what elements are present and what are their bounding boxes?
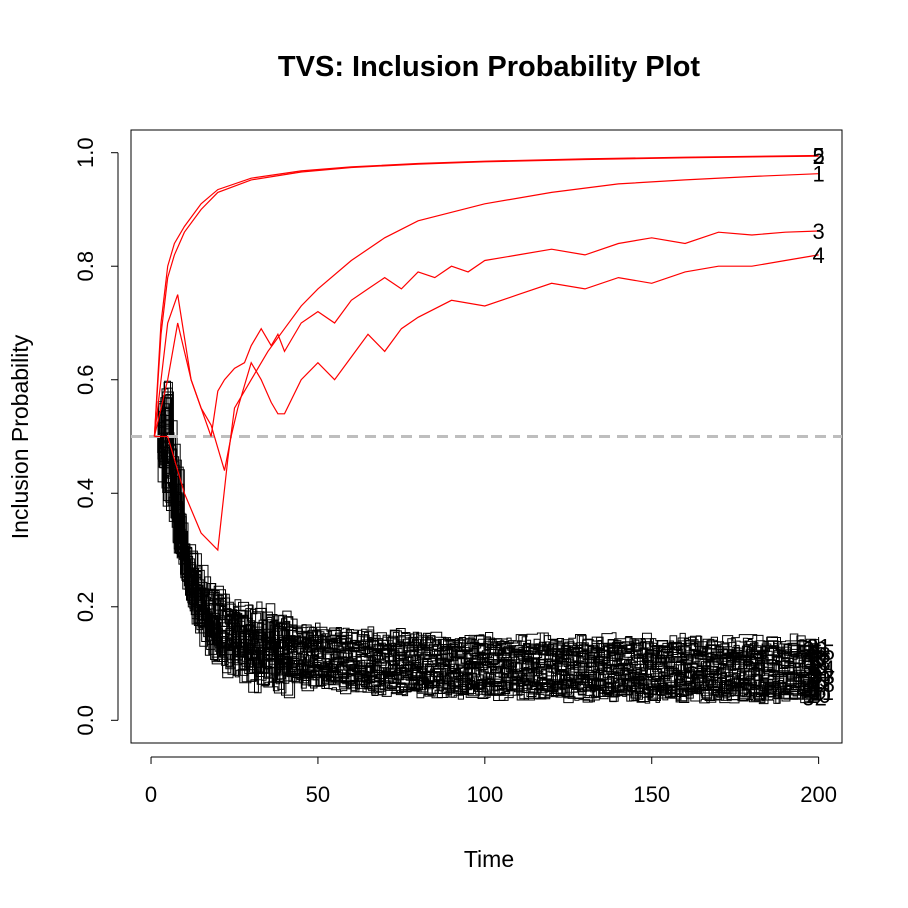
x-axis-label: Time	[464, 846, 514, 872]
background-end-label: 26	[802, 637, 826, 662]
y-axis-label: Inclusion Probability	[7, 334, 33, 539]
background-series-line	[154, 420, 820, 659]
background-series-line	[154, 436, 820, 668]
y-tick-label: 0.8	[73, 251, 98, 282]
background-end-label: 55	[810, 640, 834, 665]
chart-title: TVS: Inclusion Probability Plot	[278, 51, 700, 83]
selected-series-group	[153, 154, 819, 552]
series-line-3	[153, 230, 819, 437]
background-series-line	[154, 381, 820, 680]
background-series-line	[154, 436, 820, 689]
y-axis: 0.0 0.2 0.4 0.6 0.8 1.0	[73, 137, 119, 736]
background-end-label: 58	[802, 653, 826, 678]
background-end-label: 40	[802, 645, 826, 670]
background-end-label: 11	[811, 680, 834, 705]
y-tick-label: 0.4	[73, 478, 98, 509]
series-end-label-3: 3	[813, 219, 825, 244]
x-tick-label: 100	[466, 782, 503, 807]
background-series-line	[154, 436, 820, 657]
background-series-line	[154, 388, 820, 658]
background-series-group	[154, 380, 820, 705]
background-series-line	[154, 436, 820, 704]
series-end-label-4: 4	[813, 243, 825, 268]
background-end-label: 9	[809, 661, 821, 686]
plot-area: 5213452201163748152933941245813740185526…	[131, 144, 842, 711]
x-tick-label: 200	[800, 782, 837, 807]
background-series-line	[154, 436, 820, 679]
x-tick-label: 0	[145, 782, 157, 807]
series-end-label-1: 1	[813, 162, 825, 187]
y-tick-label: 0.6	[73, 364, 98, 395]
y-tick-label: 1.0	[73, 137, 98, 168]
background-end-label: 15	[802, 669, 826, 694]
series-line-4	[153, 254, 819, 471]
x-axis: 0 50 100 150 200	[145, 756, 837, 807]
background-end-label: 48	[810, 672, 834, 697]
background-end-label: 33	[810, 664, 834, 689]
background-series-line	[154, 397, 820, 655]
y-tick-label: 0.0	[73, 705, 98, 736]
series-end-label-2: 2	[813, 144, 825, 169]
background-end-label: 41	[806, 659, 830, 684]
background-end-label: 20	[806, 683, 830, 708]
end-labels-group: 5213452201163748152933941245813740185526…	[802, 144, 834, 711]
background-series-line	[154, 432, 820, 689]
x-tick-label: 150	[633, 782, 670, 807]
background-end-label: 52	[802, 686, 826, 711]
background-end-label: 37	[806, 675, 830, 700]
background-end-label: 31	[806, 635, 830, 660]
background-end-label: 18	[806, 643, 830, 668]
background-series-line	[154, 436, 820, 683]
series-line-2	[153, 155, 819, 437]
background-series-line	[154, 436, 820, 653]
y-tick-label: 0.2	[73, 591, 98, 622]
background-end-label: 7	[817, 648, 829, 673]
background-series-line	[154, 436, 820, 697]
background-end-label: 6	[809, 678, 821, 703]
background-end-label: 24	[810, 656, 834, 681]
background-end-label: 13	[806, 651, 830, 676]
series-line-1	[154, 173, 819, 552]
background-series-line	[154, 425, 820, 677]
series-line-5	[153, 154, 819, 437]
background-end-label: 29	[806, 667, 830, 692]
series-end-label-5: 5	[813, 144, 825, 169]
x-tick-label: 50	[306, 782, 330, 807]
background-series-line	[154, 408, 820, 669]
